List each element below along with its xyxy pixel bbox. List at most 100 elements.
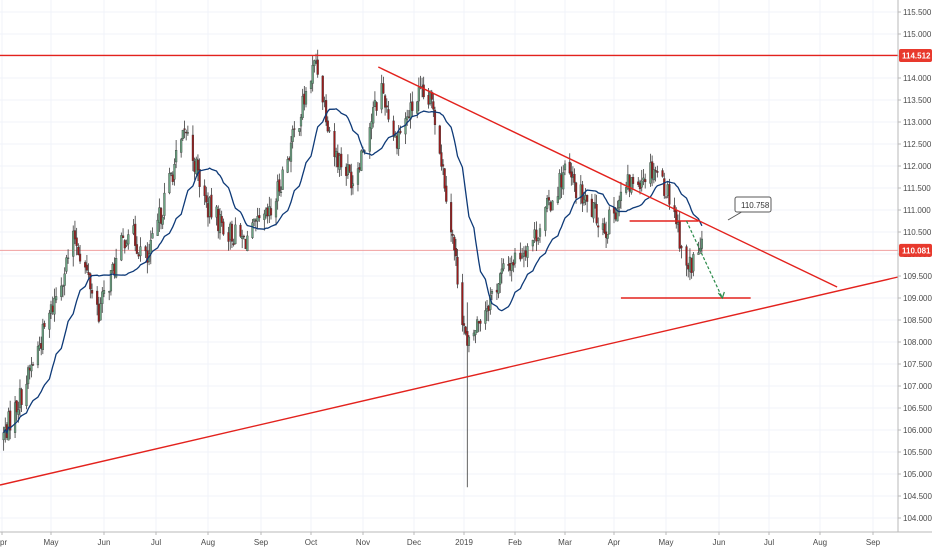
candle[interactable] xyxy=(298,128,301,136)
candle[interactable] xyxy=(151,227,154,239)
candle[interactable] xyxy=(258,207,261,222)
candle[interactable] xyxy=(242,234,246,240)
candle[interactable] xyxy=(72,225,75,267)
candle[interactable] xyxy=(220,210,223,227)
candles[interactable] xyxy=(2,49,704,488)
candle[interactable] xyxy=(316,49,319,78)
candle[interactable] xyxy=(139,237,142,262)
candle[interactable] xyxy=(55,287,58,304)
candle[interactable] xyxy=(652,163,655,184)
candle[interactable] xyxy=(168,167,171,195)
candle[interactable] xyxy=(387,101,390,123)
candle[interactable] xyxy=(531,239,534,252)
candle[interactable] xyxy=(499,272,502,293)
candle[interactable] xyxy=(324,94,328,126)
candle[interactable] xyxy=(20,387,23,413)
candle[interactable] xyxy=(360,149,363,172)
candle[interactable] xyxy=(464,325,467,336)
candle[interactable] xyxy=(593,193,597,209)
candle[interactable] xyxy=(27,365,30,389)
candle[interactable] xyxy=(84,260,87,274)
candle[interactable] xyxy=(65,254,68,274)
candle[interactable] xyxy=(456,249,459,289)
candle[interactable] xyxy=(618,195,621,217)
candle[interactable] xyxy=(476,316,479,333)
candle[interactable] xyxy=(75,227,78,256)
candle[interactable] xyxy=(77,243,80,256)
candle[interactable] xyxy=(680,244,683,259)
candle[interactable] xyxy=(96,286,99,316)
candle[interactable] xyxy=(586,194,589,213)
candle[interactable] xyxy=(293,121,296,138)
candle[interactable] xyxy=(286,156,289,174)
candle[interactable] xyxy=(222,218,225,236)
candle[interactable] xyxy=(512,259,515,273)
candle[interactable] xyxy=(31,361,35,367)
candle[interactable] xyxy=(700,230,704,253)
candle[interactable] xyxy=(134,215,137,252)
candle[interactable] xyxy=(640,169,643,192)
candle[interactable] xyxy=(351,175,355,195)
candle[interactable] xyxy=(625,181,628,195)
candle[interactable] xyxy=(9,400,12,440)
candle[interactable] xyxy=(279,186,283,197)
candle[interactable] xyxy=(453,234,456,261)
candle[interactable] xyxy=(479,319,482,332)
candle[interactable] xyxy=(281,166,284,190)
candle[interactable] xyxy=(313,59,316,73)
candle[interactable] xyxy=(411,91,414,117)
candle[interactable] xyxy=(301,88,304,120)
candle[interactable] xyxy=(161,214,164,230)
candle[interactable] xyxy=(163,182,166,220)
candle[interactable] xyxy=(642,169,645,186)
candle[interactable] xyxy=(15,399,18,421)
candle[interactable] xyxy=(108,290,111,301)
lower-trendline[interactable] xyxy=(0,276,899,486)
candle[interactable] xyxy=(63,267,66,296)
candle[interactable] xyxy=(101,287,104,313)
candle[interactable] xyxy=(384,94,387,116)
time-axis[interactable]: pr May Jun Jul Aug Sep Oct Nov Dec 2019 Feb Mar Apr M… xyxy=(0,532,881,547)
candle[interactable] xyxy=(445,175,448,204)
candle[interactable] xyxy=(438,124,441,155)
candle[interactable] xyxy=(333,123,336,167)
candle[interactable] xyxy=(144,245,147,258)
candle[interactable] xyxy=(289,136,293,173)
candle[interactable] xyxy=(48,309,51,338)
candle[interactable] xyxy=(497,283,500,299)
candle[interactable] xyxy=(380,74,383,114)
candle[interactable] xyxy=(311,55,314,92)
candle[interactable] xyxy=(127,229,130,250)
candle[interactable] xyxy=(173,158,176,186)
candle[interactable] xyxy=(196,154,200,181)
candle[interactable] xyxy=(451,229,454,244)
candle[interactable] xyxy=(85,254,89,274)
candle[interactable] xyxy=(631,173,635,189)
candle[interactable] xyxy=(558,169,561,200)
candle[interactable] xyxy=(186,125,189,136)
candle[interactable] xyxy=(356,162,360,192)
candle[interactable] xyxy=(321,75,324,111)
candle[interactable] xyxy=(608,206,611,235)
price-callout[interactable]: 110.758 xyxy=(727,196,772,221)
candle[interactable] xyxy=(549,200,552,213)
candle[interactable] xyxy=(234,217,237,245)
candle[interactable] xyxy=(595,194,598,226)
candle[interactable] xyxy=(500,257,503,284)
candle[interactable] xyxy=(535,221,538,252)
candle[interactable] xyxy=(78,244,82,264)
candle[interactable] xyxy=(370,113,373,140)
candle[interactable] xyxy=(619,181,623,210)
candle[interactable] xyxy=(467,335,471,353)
candle[interactable] xyxy=(135,236,139,255)
candle[interactable] xyxy=(603,217,606,235)
candle[interactable] xyxy=(210,188,213,220)
candle[interactable] xyxy=(440,144,443,171)
candle[interactable] xyxy=(547,189,551,206)
candle[interactable] xyxy=(13,395,17,439)
candle[interactable] xyxy=(392,115,395,141)
candle[interactable] xyxy=(544,206,547,237)
candle[interactable] xyxy=(573,168,576,192)
candle[interactable] xyxy=(66,249,70,264)
candle[interactable] xyxy=(462,315,466,335)
